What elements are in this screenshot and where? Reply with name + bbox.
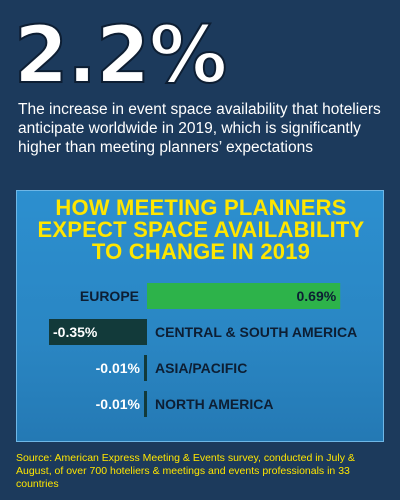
chart-title-line: EXPECT SPACE AVAILABILITY [37,217,365,242]
data-label: -0.35% [53,324,98,340]
data-label: -0.01% [96,396,141,412]
bar [144,391,147,417]
category-label: ASIA/PACIFIC [155,360,247,376]
chart-title: HOW MEETING PLANNERS EXPECT SPACE AVAILA… [17,197,385,263]
bar [49,319,147,345]
chart-title-line: HOW MEETING PLANNERS [55,195,347,220]
category-label: NORTH AMERICA [155,396,273,412]
data-label: 0.69% [296,288,336,304]
bar [144,355,147,381]
headline-stat: 2.2% [13,11,228,101]
data-label: -0.01% [96,360,141,376]
bar-chart: 0.69% EUROPE -0.35% CENTRAL & SOUTH AMERICA… [49,283,357,417]
category-label: CENTRAL & SOUTH AMERICA [155,324,357,340]
source-note: Source: American Express Meeting & Event… [16,452,355,490]
headline-description: The increase in event space availability… [18,101,381,156]
bar [147,283,341,309]
chart-title-line: TO CHANGE IN 2019 [91,239,311,264]
category-label: EUROPE [80,288,139,304]
chart-panel: HOW MEETING PLANNERS EXPECT SPACE AVAILA… [16,190,384,442]
